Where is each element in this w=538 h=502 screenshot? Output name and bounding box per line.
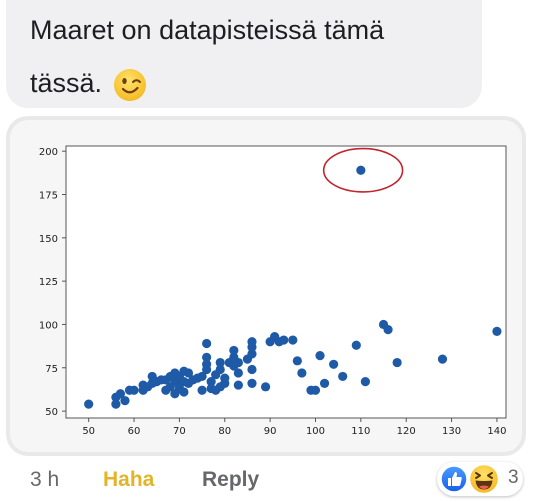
data-point bbox=[338, 371, 348, 382]
data-point bbox=[206, 377, 216, 387]
x-tick-label: 70 bbox=[173, 426, 186, 437]
data-point bbox=[202, 338, 212, 349]
y-tick-label: 100 bbox=[39, 320, 58, 331]
data-point bbox=[351, 340, 361, 350]
data-point bbox=[492, 326, 502, 336]
data-point bbox=[197, 371, 207, 382]
x-tick-label: 110 bbox=[351, 426, 370, 437]
data-point bbox=[120, 396, 130, 406]
data-point bbox=[279, 335, 289, 345]
y-tick-label: 50 bbox=[45, 407, 58, 418]
data-point bbox=[84, 399, 94, 409]
data-point bbox=[197, 385, 207, 395]
data-point bbox=[315, 351, 325, 361]
data-point bbox=[233, 380, 243, 390]
y-tick-label: 200 bbox=[39, 147, 58, 158]
scatter-chart: 50 60 70 80 90 100 110 120 130 140 50 75 100 125 150 17… bbox=[39, 145, 507, 437]
data-point bbox=[260, 382, 271, 392]
timestamp[interactable]: 3 h bbox=[30, 468, 60, 491]
data-point bbox=[215, 364, 225, 375]
plot-area bbox=[65, 145, 507, 419]
data-point bbox=[297, 368, 307, 378]
data-point bbox=[111, 399, 121, 409]
data-point bbox=[202, 352, 212, 362]
data-point bbox=[179, 387, 189, 397]
data-point bbox=[247, 349, 257, 359]
y-tick-label: 175 bbox=[39, 191, 58, 202]
chart-attachment[interactable]: 50 60 70 80 90 100 110 120 130 140 50 75 100 125 150 17… bbox=[6, 116, 526, 456]
data-point bbox=[247, 364, 257, 375]
data-point bbox=[233, 357, 243, 368]
data-point bbox=[183, 368, 194, 378]
chart-panel: 50 60 70 80 90 100 110 120 130 140 50 75 100 125 150 17… bbox=[10, 120, 522, 452]
comment-footer: 3 h Haha Reply 3 bbox=[0, 462, 538, 502]
y-tick-label: 75 bbox=[45, 364, 58, 375]
y-tick-label: 125 bbox=[39, 277, 58, 288]
like-icon bbox=[440, 465, 468, 493]
x-tick-label: 50 bbox=[82, 426, 95, 437]
data-point bbox=[292, 356, 302, 366]
data-point bbox=[310, 385, 321, 395]
data-point bbox=[392, 357, 402, 368]
winking-face-icon bbox=[113, 68, 146, 101]
outlier-annotation-ellipse bbox=[322, 147, 404, 193]
x-tick-label: 140 bbox=[487, 426, 506, 437]
data-point bbox=[356, 165, 366, 175]
reply-button[interactable]: Reply bbox=[202, 468, 260, 491]
haha-emoji-icon bbox=[468, 463, 500, 495]
data-point bbox=[220, 373, 230, 383]
message-text: Maaret on datapisteissä tämä tässä. bbox=[30, 15, 385, 98]
reaction-count: 3 bbox=[508, 467, 519, 488]
data-point bbox=[215, 357, 225, 368]
data-point bbox=[129, 385, 139, 395]
data-point bbox=[115, 389, 126, 399]
data-point bbox=[329, 359, 339, 369]
data-point bbox=[288, 335, 298, 345]
x-tick-label: 130 bbox=[442, 426, 461, 437]
data-point bbox=[202, 359, 212, 369]
x-tick-label: 90 bbox=[264, 426, 277, 437]
x-tick-label: 60 bbox=[128, 426, 141, 437]
message-bubble: Maaret on datapisteissä tämä tässä. bbox=[6, 0, 482, 108]
data-point bbox=[247, 337, 257, 347]
haha-reaction-button[interactable]: Haha bbox=[103, 468, 155, 491]
reactions-summary[interactable]: 3 bbox=[437, 462, 523, 496]
data-point bbox=[247, 378, 257, 388]
x-tick-label: 120 bbox=[397, 426, 416, 437]
data-point bbox=[383, 325, 393, 335]
y-tick-label: 150 bbox=[39, 234, 58, 245]
data-point bbox=[437, 354, 448, 364]
data-point bbox=[233, 368, 243, 378]
x-tick-label: 80 bbox=[218, 426, 231, 437]
data-point bbox=[360, 377, 370, 387]
data-point bbox=[229, 345, 239, 356]
x-tick-label: 100 bbox=[306, 426, 325, 437]
data-point bbox=[319, 378, 330, 388]
